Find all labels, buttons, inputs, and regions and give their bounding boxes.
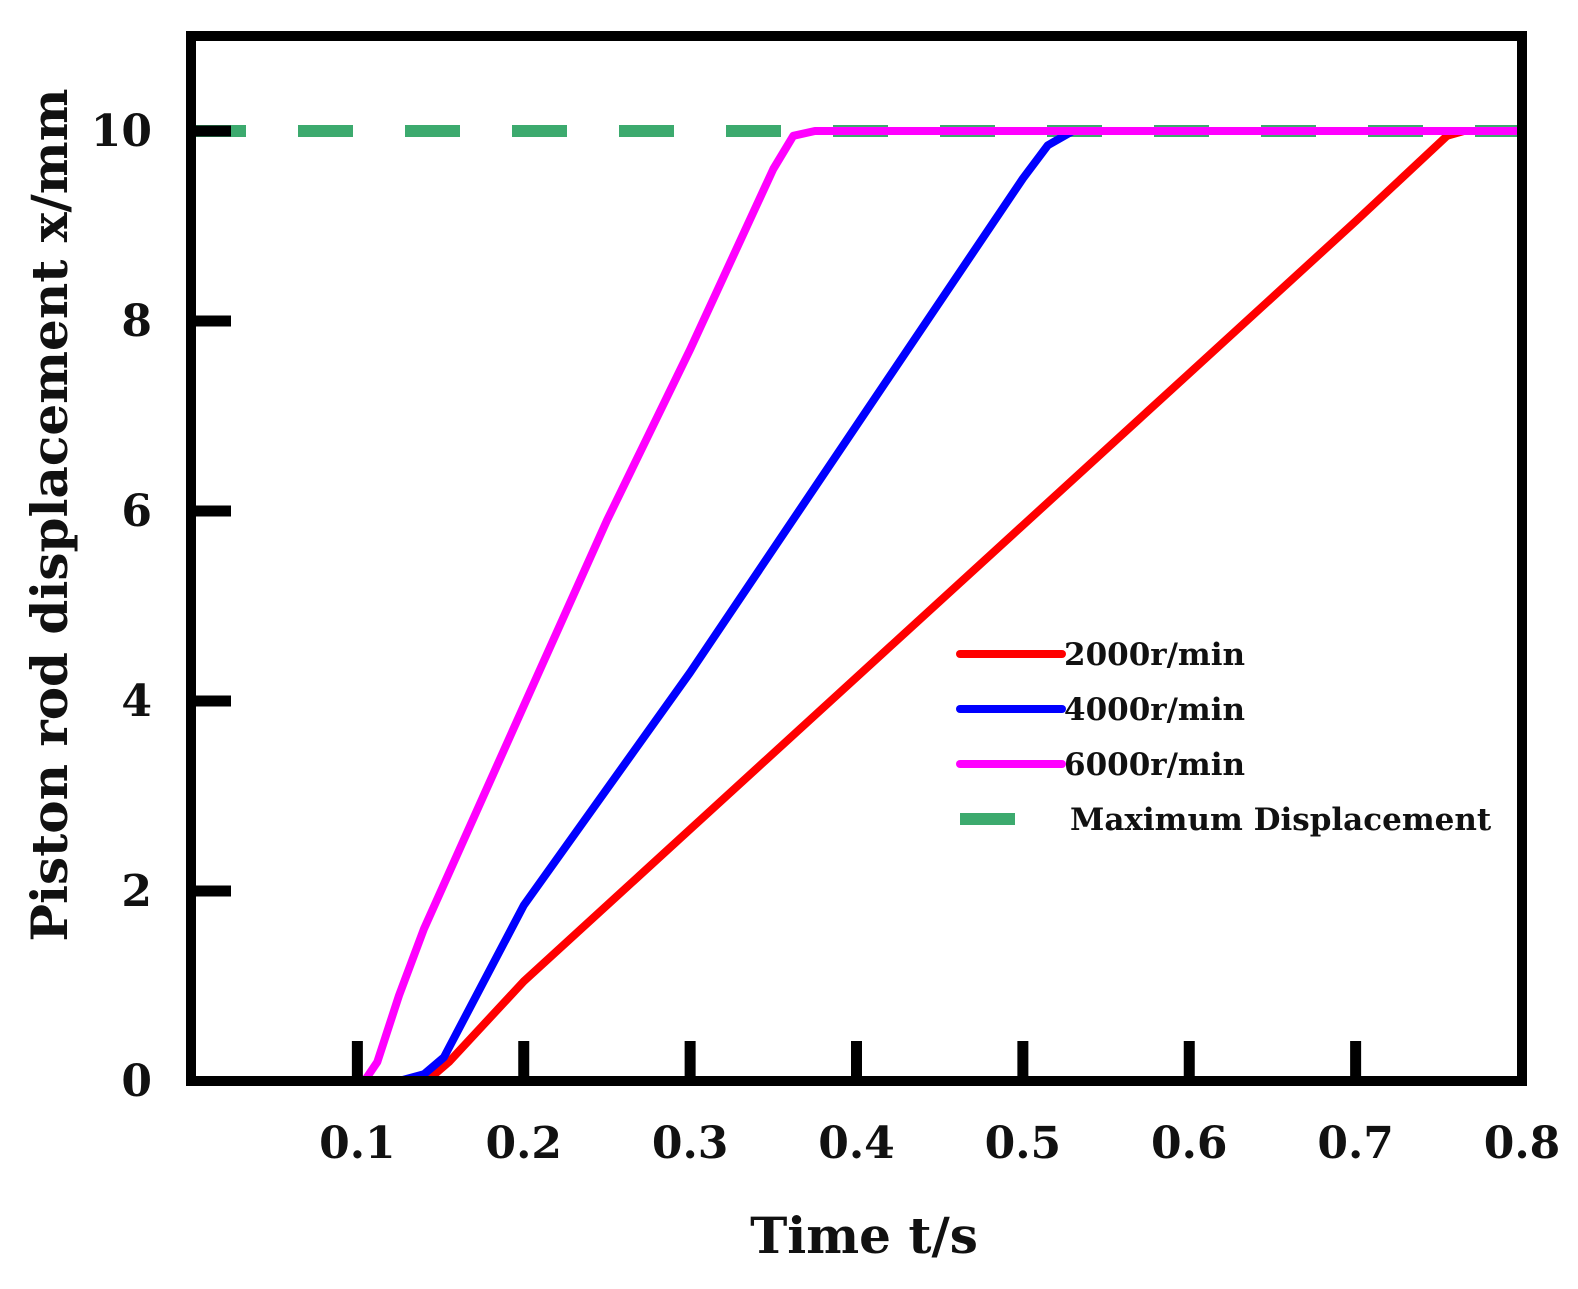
legend-label: 2000r/min: [1064, 637, 1245, 673]
y-tick-label: 4: [121, 676, 152, 727]
x-tick-label: 0.4: [818, 1118, 895, 1169]
x-axis-title: Time t/s: [750, 1206, 978, 1265]
series-line-4000r-min: [187, 127, 1526, 1085]
ticks-layer: [191, 125, 1362, 1081]
legend-label: 4000r/min: [1064, 692, 1245, 728]
y-tick-label: 2: [121, 866, 152, 917]
series-line-6000r-min: [187, 127, 1526, 1085]
y-tick-label: 8: [121, 296, 152, 347]
x-tick-label: 0.1: [319, 1118, 396, 1169]
x-tick-label: 0.2: [485, 1118, 562, 1169]
series-layer: [187, 125, 1526, 1085]
legend: 2000r/min 4000r/min 6000r/min Maximum Displ…: [956, 637, 1492, 838]
x-tick-label: 0.3: [652, 1118, 729, 1169]
plot-frame: [186, 31, 1527, 1086]
x-tick-label: 0.7: [1317, 1118, 1394, 1169]
y-tick-label: 6: [121, 486, 152, 537]
y-tick-label: 0: [121, 1056, 152, 1107]
series-line-2000r-min: [187, 127, 1526, 1085]
x-tick-label: 0.8: [1484, 1118, 1561, 1169]
legend-label: 6000r/min: [1064, 747, 1245, 783]
legend-label: Maximum Displacement: [1070, 802, 1492, 838]
tick-labels: 0.1 0.2 0.3 0.4 0.5 0.6 0.7 0.8 0 2 4 6 8 10: [91, 106, 1561, 1169]
x-tick-label: 0.6: [1151, 1118, 1228, 1169]
x-tick-label: 0.5: [985, 1118, 1062, 1169]
y-tick-label: 10: [91, 106, 152, 157]
y-axis-title: Piston rod displacement x/mm: [20, 88, 79, 941]
